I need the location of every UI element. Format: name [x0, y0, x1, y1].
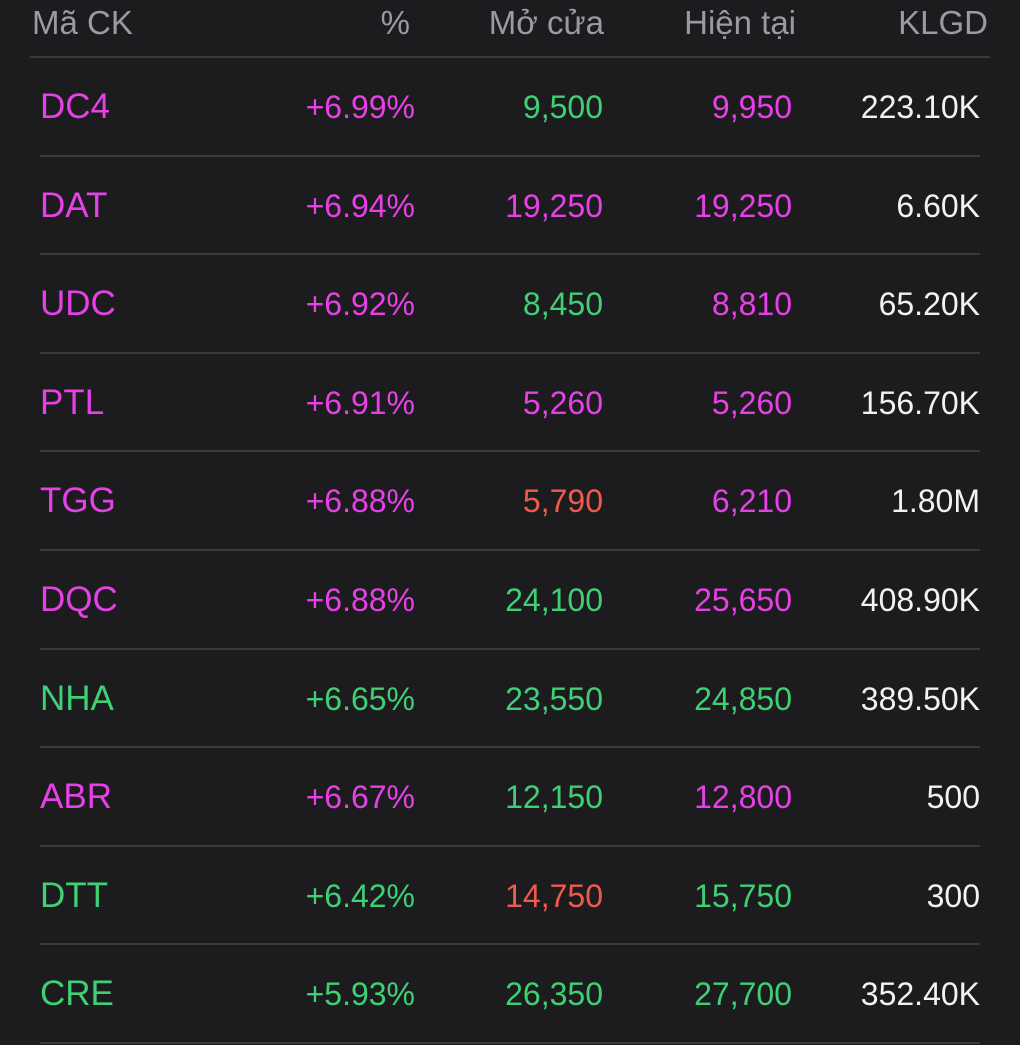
percent-change: +6.42% [305, 877, 415, 914]
header-open[interactable]: Mở cửa [488, 4, 604, 41]
trade-volume: 389.50K [860, 680, 980, 717]
table-row[interactable]: UDC +6.92% 8,450 8,810 65.20K [40, 255, 980, 354]
stock-symbol: CRE [40, 974, 114, 1014]
header-volume[interactable]: KLGD [898, 4, 988, 41]
open-price: 26,350 [505, 976, 603, 1013]
percent-change: +6.67% [305, 779, 415, 816]
table-row[interactable]: DAT +6.94% 19,250 19,250 6.60K [40, 157, 980, 256]
stock-symbol: PTL [40, 382, 105, 422]
header-percent[interactable]: % [380, 4, 410, 41]
open-price: 23,550 [505, 680, 603, 717]
percent-change: +6.91% [305, 384, 415, 421]
percent-change: +6.88% [305, 483, 415, 520]
current-price: 8,810 [711, 286, 792, 323]
trade-volume: 300 [926, 877, 980, 914]
percent-change: +6.92% [305, 286, 415, 323]
stock-symbol: DTT [40, 875, 109, 915]
table-row[interactable]: NHA +6.65% 23,550 24,850 389.50K [40, 650, 980, 749]
percent-change: +6.99% [305, 89, 415, 125]
table-row[interactable]: DC4 +6.99% 9,500 9,950 223.10K [40, 58, 980, 157]
table-row[interactable]: PTL +6.91% 5,260 5,260 156.70K [40, 354, 980, 453]
stock-symbol: DAT [40, 185, 108, 225]
trade-volume: 223.10K [860, 89, 980, 125]
table-row[interactable]: TGG +6.88% 5,790 6,210 1.80M [40, 452, 980, 551]
open-price: 5,790 [522, 483, 603, 520]
open-price: 8,450 [522, 286, 603, 323]
current-price: 5,260 [711, 384, 792, 421]
trade-volume: 156.70K [860, 384, 980, 421]
trade-volume: 500 [926, 779, 980, 816]
stock-symbol: DC4 [40, 87, 111, 126]
current-price: 19,250 [694, 187, 792, 224]
current-price: 25,650 [694, 581, 792, 618]
header-current[interactable]: Hiện tại [684, 4, 796, 41]
percent-change: +5.93% [305, 976, 415, 1013]
percent-change: +6.88% [305, 581, 415, 618]
open-price: 5,260 [522, 384, 603, 421]
stock-symbol: UDC [40, 284, 116, 324]
percent-change: +6.94% [305, 187, 415, 224]
open-price: 12,150 [505, 779, 603, 816]
open-price: 14,750 [505, 877, 603, 914]
table-row[interactable]: DQC +6.88% 24,100 25,650 408.90K [40, 551, 980, 650]
trade-volume: 352.40K [860, 976, 980, 1013]
trade-volume: 408.90K [860, 581, 980, 618]
open-price: 9,500 [522, 89, 603, 125]
trade-volume: 6.60K [896, 187, 980, 224]
stock-symbol: TGG [40, 481, 116, 521]
table-row[interactable]: DTT +6.42% 14,750 15,750 300 [40, 847, 980, 946]
open-price: 19,250 [505, 187, 603, 224]
open-price: 24,100 [505, 581, 603, 618]
trade-volume: 1.80M [891, 483, 980, 520]
current-price: 15,750 [694, 877, 792, 914]
current-price: 24,850 [694, 680, 792, 717]
current-price: 9,950 [711, 89, 792, 125]
trade-volume: 65.20K [878, 286, 980, 323]
current-price: 6,210 [711, 483, 792, 520]
current-price: 12,800 [694, 779, 792, 816]
current-price: 27,700 [694, 976, 792, 1013]
table-body: DC4 +6.99% 9,500 9,950 223.10K DAT +6.94% 19,25… [40, 58, 980, 1044]
stock-symbol: ABR [40, 777, 112, 817]
stock-symbol: DQC [40, 579, 118, 619]
table-row[interactable]: ABR +6.67% 12,150 12,800 500 [40, 748, 980, 847]
header-symbol[interactable]: Mã CK [32, 4, 133, 41]
table-header: Mã CK % Mở cửa Hiện tại KLGD [30, 0, 990, 58]
stock-symbol: NHA [40, 678, 114, 718]
percent-change: +6.65% [305, 680, 415, 717]
table-row[interactable]: CRE +5.93% 26,350 27,700 352.40K [40, 945, 980, 1044]
